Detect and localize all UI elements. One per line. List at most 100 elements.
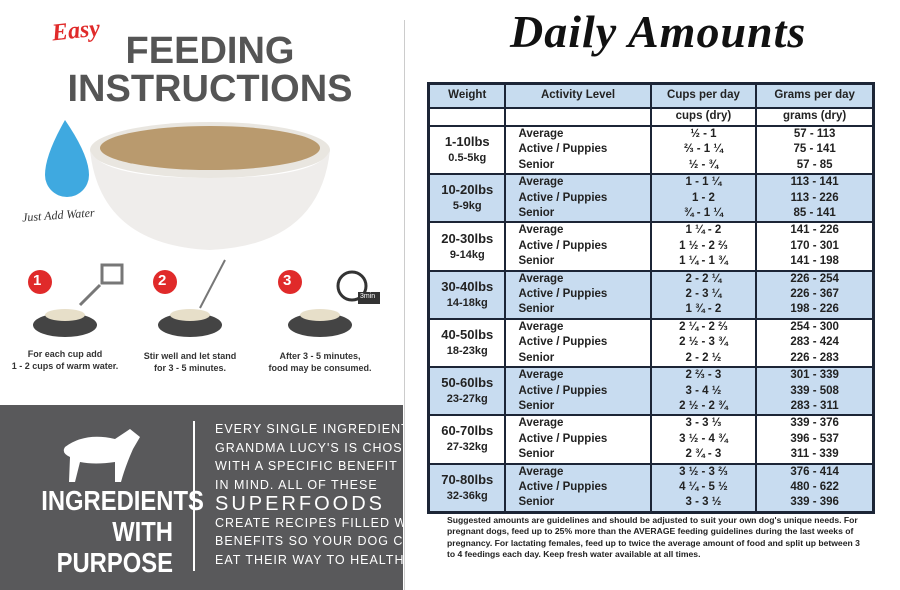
heading-line: PURPOSE xyxy=(56,547,173,578)
step-number: 1 xyxy=(33,272,42,289)
activity-cell: Senior xyxy=(504,350,651,368)
step-caption: Stir well and let stand for 3 - 5 minutes… xyxy=(125,350,255,374)
cups-cell: 2 ⅔ - 3 xyxy=(649,366,757,384)
activity-cell: Senior xyxy=(504,447,651,464)
grams-cell: 339 - 376 xyxy=(755,414,874,432)
caption-line: food may be consumed. xyxy=(268,363,372,373)
caption-line: for 3 - 5 minutes. xyxy=(153,363,226,373)
table-row: Active / Puppies 1 ½ - 2 ⅔ 170 - 301 xyxy=(429,238,874,255)
activity-cell: Average xyxy=(504,366,651,384)
banner-text: EVERY SINGLE INGREDIENT IN GRANDMA LUCY'S… xyxy=(215,420,430,570)
activity-cell: Average xyxy=(504,462,651,480)
banner-line: CREATE RECIPES FILLED WITH xyxy=(215,515,431,530)
table-row: Senior 2 ¾ - 3 311 - 339 xyxy=(429,447,874,464)
weight-cell: 20-30lbs 9-14kg xyxy=(427,221,506,271)
grams-cell: 75 - 141 xyxy=(755,142,874,158)
header-row: Weight Activity Level Cups per day Grams pe… xyxy=(427,83,874,109)
weight-cell: 50-60lbs 23-27kg xyxy=(427,366,506,416)
table-row: 1-10lbs 0.5-5kg Average ½ - 1 57 - 113 xyxy=(427,124,874,175)
grams-cell: 339 - 396 xyxy=(755,495,874,513)
header-cell: Activity Level xyxy=(504,83,651,109)
activity-cell: Active / Puppies xyxy=(504,238,651,255)
grams-cell: 254 - 300 xyxy=(755,317,874,336)
weight-cell: 1-10lbs 0.5-5kg xyxy=(427,124,506,175)
table-row: Active / Puppies 2 - 3 ¼ 226 - 367 xyxy=(429,287,874,303)
grams-cell: 170 - 301 xyxy=(755,238,874,255)
footnote: Suggested amounts are guidelines and sho… xyxy=(447,515,860,560)
table-row: Senior ½ - ¾ 57 - 85 xyxy=(429,157,874,175)
heading-line: WITH xyxy=(112,516,173,547)
activity-cell: Average xyxy=(504,173,651,191)
table-row: Active / Puppies 1 - 2 113 - 226 xyxy=(429,190,874,207)
caption-line: After 3 - 5 minutes, xyxy=(279,351,361,361)
grams-cell: 85 - 141 xyxy=(755,206,874,223)
activity-cell: Active / Puppies xyxy=(504,142,651,158)
activity-cell: Active / Puppies xyxy=(504,287,651,303)
caption-line: Stir well and let stand xyxy=(143,351,237,361)
cups-cell: 1 ¼ - 2 xyxy=(649,221,757,239)
weight-cell: 10-20lbs 5-9kg xyxy=(427,173,506,223)
cups-cell: 3 - 4 ½ xyxy=(649,383,757,399)
grams-cell: 283 - 424 xyxy=(755,335,874,351)
timer-label: 3min xyxy=(360,293,376,300)
banner-line: BENEFITS SO YOUR DOG CAN xyxy=(215,534,423,549)
activity-cell: Average xyxy=(504,269,651,288)
table-row: Active / Puppies 4 ¼ - 5 ½ 480 - 622 xyxy=(429,479,874,496)
grams-cell: 301 - 339 xyxy=(755,366,874,384)
cups-cell: 3 ½ - 4 ¾ xyxy=(649,431,757,448)
activity-cell: Average xyxy=(504,414,651,432)
activity-cell: Senior xyxy=(504,254,651,271)
header-cell: Grams per day xyxy=(755,83,874,109)
activity-cell: Senior xyxy=(504,495,651,513)
header-cell: Weight xyxy=(427,83,506,109)
table-row: 70-80lbs 32-36kg Average 3 ½ - 3 ⅔ 376 - 414 xyxy=(427,462,874,513)
banner-divider xyxy=(193,421,195,571)
cups-cell: 3 - 3 ½ xyxy=(649,495,757,513)
weight-kg: 9-14kg xyxy=(449,248,485,261)
activity-cell: Senior xyxy=(504,398,651,416)
banner-line: SUPERFOODS xyxy=(215,492,386,515)
weight-lbs: 30-40lbs xyxy=(441,278,494,294)
table-row: Senior ¾ - 1 ¼ 85 - 141 xyxy=(429,206,874,223)
banner-heading: INGREDIENTS WITH PURPOSE xyxy=(41,485,204,578)
grams-cell: 113 - 226 xyxy=(755,190,874,207)
weight-cell: 30-40lbs 14-18kg xyxy=(427,269,506,319)
weight-kg: 32-36kg xyxy=(446,489,488,502)
grams-cell: 311 - 339 xyxy=(755,447,874,464)
caption-line: For each cup add xyxy=(27,349,103,359)
cups-cell: 2 ¼ - 2 ⅔ xyxy=(649,317,757,336)
table-row: 60-70lbs 27-32kg Average 3 - 3 ⅓ 339 - 376 xyxy=(427,414,874,464)
grams-cell: 226 - 254 xyxy=(755,269,874,288)
header-cell: Cups per day xyxy=(649,83,757,109)
weight-kg: 27-32kg xyxy=(446,441,488,454)
step-number: 3 xyxy=(283,272,292,289)
activity-cell: Senior xyxy=(504,206,651,223)
activity-cell: Active / Puppies xyxy=(504,335,651,351)
cups-cell: 1 ½ - 2 ⅔ xyxy=(649,238,757,255)
table-row: Senior 1 ¾ - 2 198 - 226 xyxy=(429,302,874,319)
units-cell xyxy=(504,108,651,127)
step-caption: After 3 - 5 minutes, food may be consumed… xyxy=(255,350,385,374)
grams-cell: 141 - 226 xyxy=(755,221,874,239)
cups-cell: 2 - 2 ¼ xyxy=(649,269,757,288)
units-cell: cups (dry) xyxy=(649,108,757,127)
activity-cell: Average xyxy=(504,124,651,143)
cups-cell: 1 - 1 ¼ xyxy=(649,173,757,191)
heading-line: INGREDIENTS xyxy=(41,485,204,516)
step-caption: For each cup add 1 - 2 cups of warm water… xyxy=(0,348,130,372)
table-row: Active / Puppies 3 - 4 ½ 339 - 508 xyxy=(429,383,874,399)
dog-icon xyxy=(63,429,141,482)
title: INSTRUCTIONS xyxy=(67,68,353,110)
table-row: Active / Puppies 3 ½ - 4 ¾ 396 - 537 xyxy=(429,431,874,448)
cups-cell: 3 ½ - 3 ⅔ xyxy=(649,462,757,480)
table-row: Senior 2 ½ - 2 ¾ 283 - 311 xyxy=(429,398,874,416)
table-row: Senior 1 ¼ - 1 ¾ 141 - 198 xyxy=(429,254,874,271)
cups-cell: 2 ½ - 2 ¾ xyxy=(649,398,757,416)
weight-lbs: 10-20lbs xyxy=(441,182,494,198)
grams-cell: 113 - 141 xyxy=(755,173,874,191)
weight-kg: 0.5-5kg xyxy=(448,152,487,165)
cups-cell: ½ - ¾ xyxy=(649,157,757,175)
cups-cell: 2 - 2 ½ xyxy=(649,350,757,368)
grams-cell: 339 - 508 xyxy=(755,383,874,399)
